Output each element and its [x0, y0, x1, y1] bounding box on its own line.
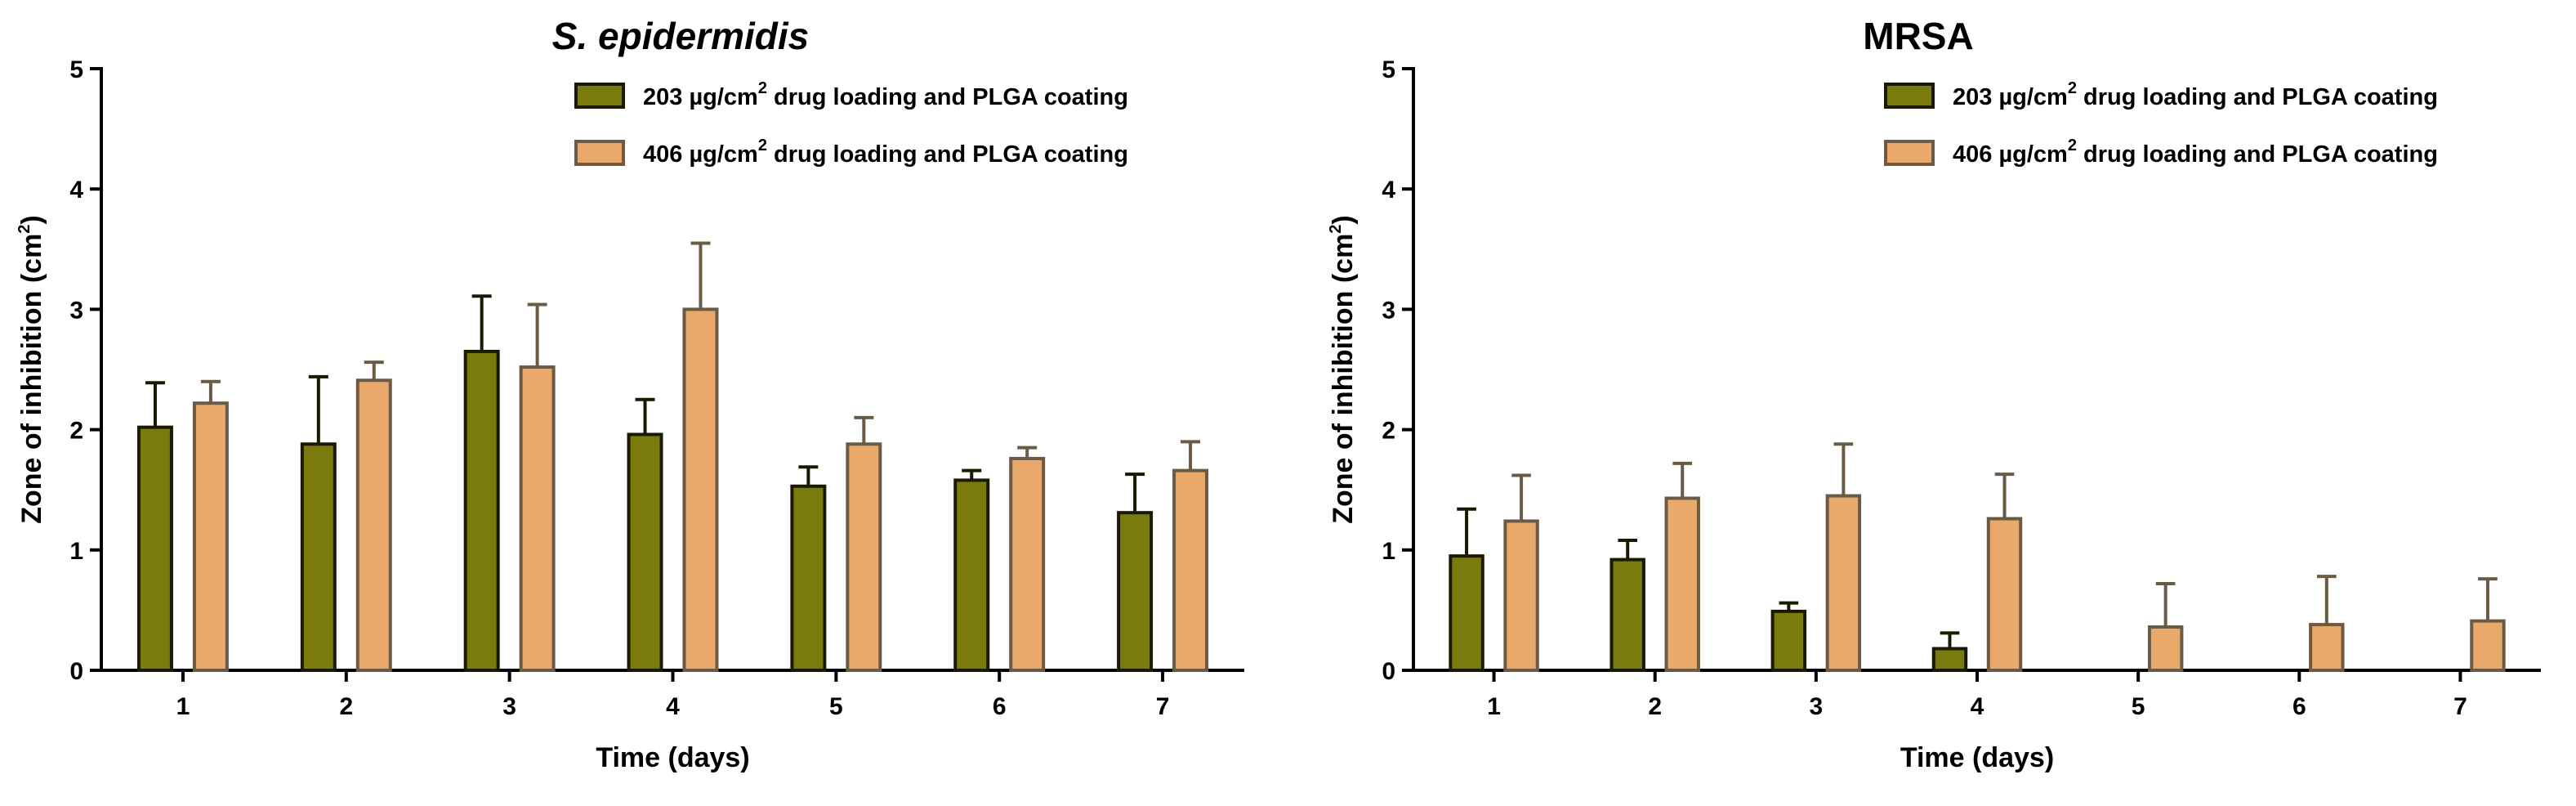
- legend-swatch-2: [1884, 140, 1935, 166]
- bar-series-1-day-2: [1609, 557, 1645, 672]
- x-tick-label: 3: [1810, 693, 1824, 720]
- bar-series-1-day-3: [1770, 609, 1807, 673]
- chart-title: S. epidermidis: [552, 15, 809, 57]
- bar-series-2-day-2: [355, 378, 392, 672]
- legend-swatch-2: [574, 140, 625, 166]
- legend-label-2: 406 µg/cm2 drug loading and PLGA coating: [643, 137, 1128, 168]
- legend-label-rest: drug loading and PLGA coating: [767, 84, 1128, 110]
- y-axis-label: Zone of inhibition (cm2): [1327, 215, 1359, 524]
- legend-swatch-1: [1884, 83, 1935, 109]
- bar-series-1-day-1: [1449, 554, 1484, 672]
- legend-label-rest: drug loading and PLGA coating: [2077, 141, 2438, 168]
- legend-label-superscript: 2: [2068, 137, 2077, 154]
- bar-series-2-day-6: [1009, 456, 1046, 672]
- x-tick-label: 7: [1156, 693, 1170, 720]
- bar-series-2-day-2: [1664, 496, 1700, 673]
- y-axis-label-superscript: 2: [1327, 225, 1345, 234]
- y-tick-label: 0: [69, 658, 83, 685]
- legend-label-text: 406 µg/cm: [643, 141, 758, 168]
- chart-panel-1: S. epidermidis 0 1 2 3 4 5 Zone of inhibition (…: [16, 15, 1244, 773]
- x-tick-label: 5: [829, 693, 843, 720]
- legend-label-superscript: 2: [758, 79, 767, 97]
- bar-series-1-day-5: [790, 484, 827, 672]
- x-tick-label: 4: [1971, 693, 1984, 720]
- bar-series-2-day-4: [1986, 517, 2023, 673]
- legend-label-rest: drug loading and PLGA coating: [767, 141, 1128, 168]
- bar-series-2-day-5: [846, 442, 882, 672]
- bar-series-2-day-7: [1172, 468, 1209, 673]
- legend-label-text: 203 µg/cm: [643, 84, 758, 110]
- legend-label-text: 203 µg/cm: [1953, 84, 2068, 110]
- bar-series-1-day-4: [627, 432, 663, 672]
- y-axis-label-close: ): [16, 215, 47, 224]
- legend-label-1: 203 µg/cm2 drug loading and PLGA coating: [1953, 79, 2438, 110]
- y-tick-label: 4: [1382, 177, 1395, 204]
- x-axis-label: Time (days): [596, 742, 749, 773]
- y-tick-label: 1: [1382, 538, 1395, 565]
- y-tick-label: 0: [1382, 658, 1395, 685]
- x-axis-label: Time (days): [1900, 742, 2054, 773]
- y-axis-label: Zone of inhibition (cm2): [16, 215, 47, 524]
- y-tick-label: 2: [1382, 418, 1395, 445]
- bar-series-2-day-3: [1825, 494, 1862, 672]
- bar-series-1-day-4: [1931, 647, 1968, 673]
- y-tick-label: 5: [69, 56, 83, 83]
- x-tick-label: 7: [2453, 693, 2467, 720]
- y-tick-label: 1: [69, 538, 83, 565]
- x-tick-label: 2: [339, 693, 353, 720]
- bar-series-2-day-1: [192, 401, 229, 672]
- y-tick-label: 3: [69, 297, 83, 324]
- x-tick-label: 1: [176, 693, 190, 720]
- x-tick-label: 4: [666, 693, 680, 720]
- bar-series-2-day-3: [519, 365, 556, 672]
- bar-series-2-day-6: [2309, 623, 2345, 673]
- legend-label-rest: drug loading and PLGA coating: [2077, 84, 2438, 110]
- y-tick-label: 2: [69, 418, 83, 445]
- legend-label-text: 406 µg/cm: [1953, 141, 2068, 168]
- bar-series-2-day-5: [2147, 625, 2184, 672]
- bar-series-1-day-3: [463, 349, 500, 672]
- x-tick-label: 6: [2293, 693, 2306, 720]
- bar-series-1-day-7: [1117, 511, 1154, 673]
- legend-swatch-1: [574, 83, 625, 109]
- bar-series-2-day-7: [2470, 619, 2506, 673]
- legend-label-superscript: 2: [758, 137, 767, 154]
- bar-series-1-day-1: [136, 425, 173, 672]
- x-tick-label: 3: [502, 693, 516, 720]
- chart-title: MRSA: [1863, 15, 1973, 57]
- y-axis-label-text: Zone of inhibition (cm: [1328, 234, 1359, 524]
- bar-series-2-day-1: [1503, 519, 1539, 672]
- y-axis-label-text: Zone of inhibition (cm: [16, 234, 47, 524]
- y-tick-label: 5: [1382, 56, 1395, 83]
- x-tick-label: 6: [993, 693, 1007, 720]
- legend-label-1: 203 µg/cm2 drug loading and PLGA coating: [643, 79, 1128, 110]
- y-tick-label: 4: [69, 177, 83, 204]
- legend-label-superscript: 2: [2068, 79, 2077, 97]
- bar-series-1-day-2: [300, 442, 337, 672]
- bar-series-2-day-4: [682, 307, 719, 672]
- y-tick-label: 3: [1382, 297, 1395, 324]
- x-tick-label: 1: [1487, 693, 1501, 720]
- x-tick-label: 5: [2132, 693, 2145, 720]
- y-axis-label-close: ): [1328, 215, 1359, 224]
- legend-label-2: 406 µg/cm2 drug loading and PLGA coating: [1953, 137, 2438, 168]
- bar-series-1-day-6: [953, 478, 990, 673]
- x-tick-label: 2: [1648, 693, 1662, 720]
- y-axis-label-superscript: 2: [16, 225, 33, 234]
